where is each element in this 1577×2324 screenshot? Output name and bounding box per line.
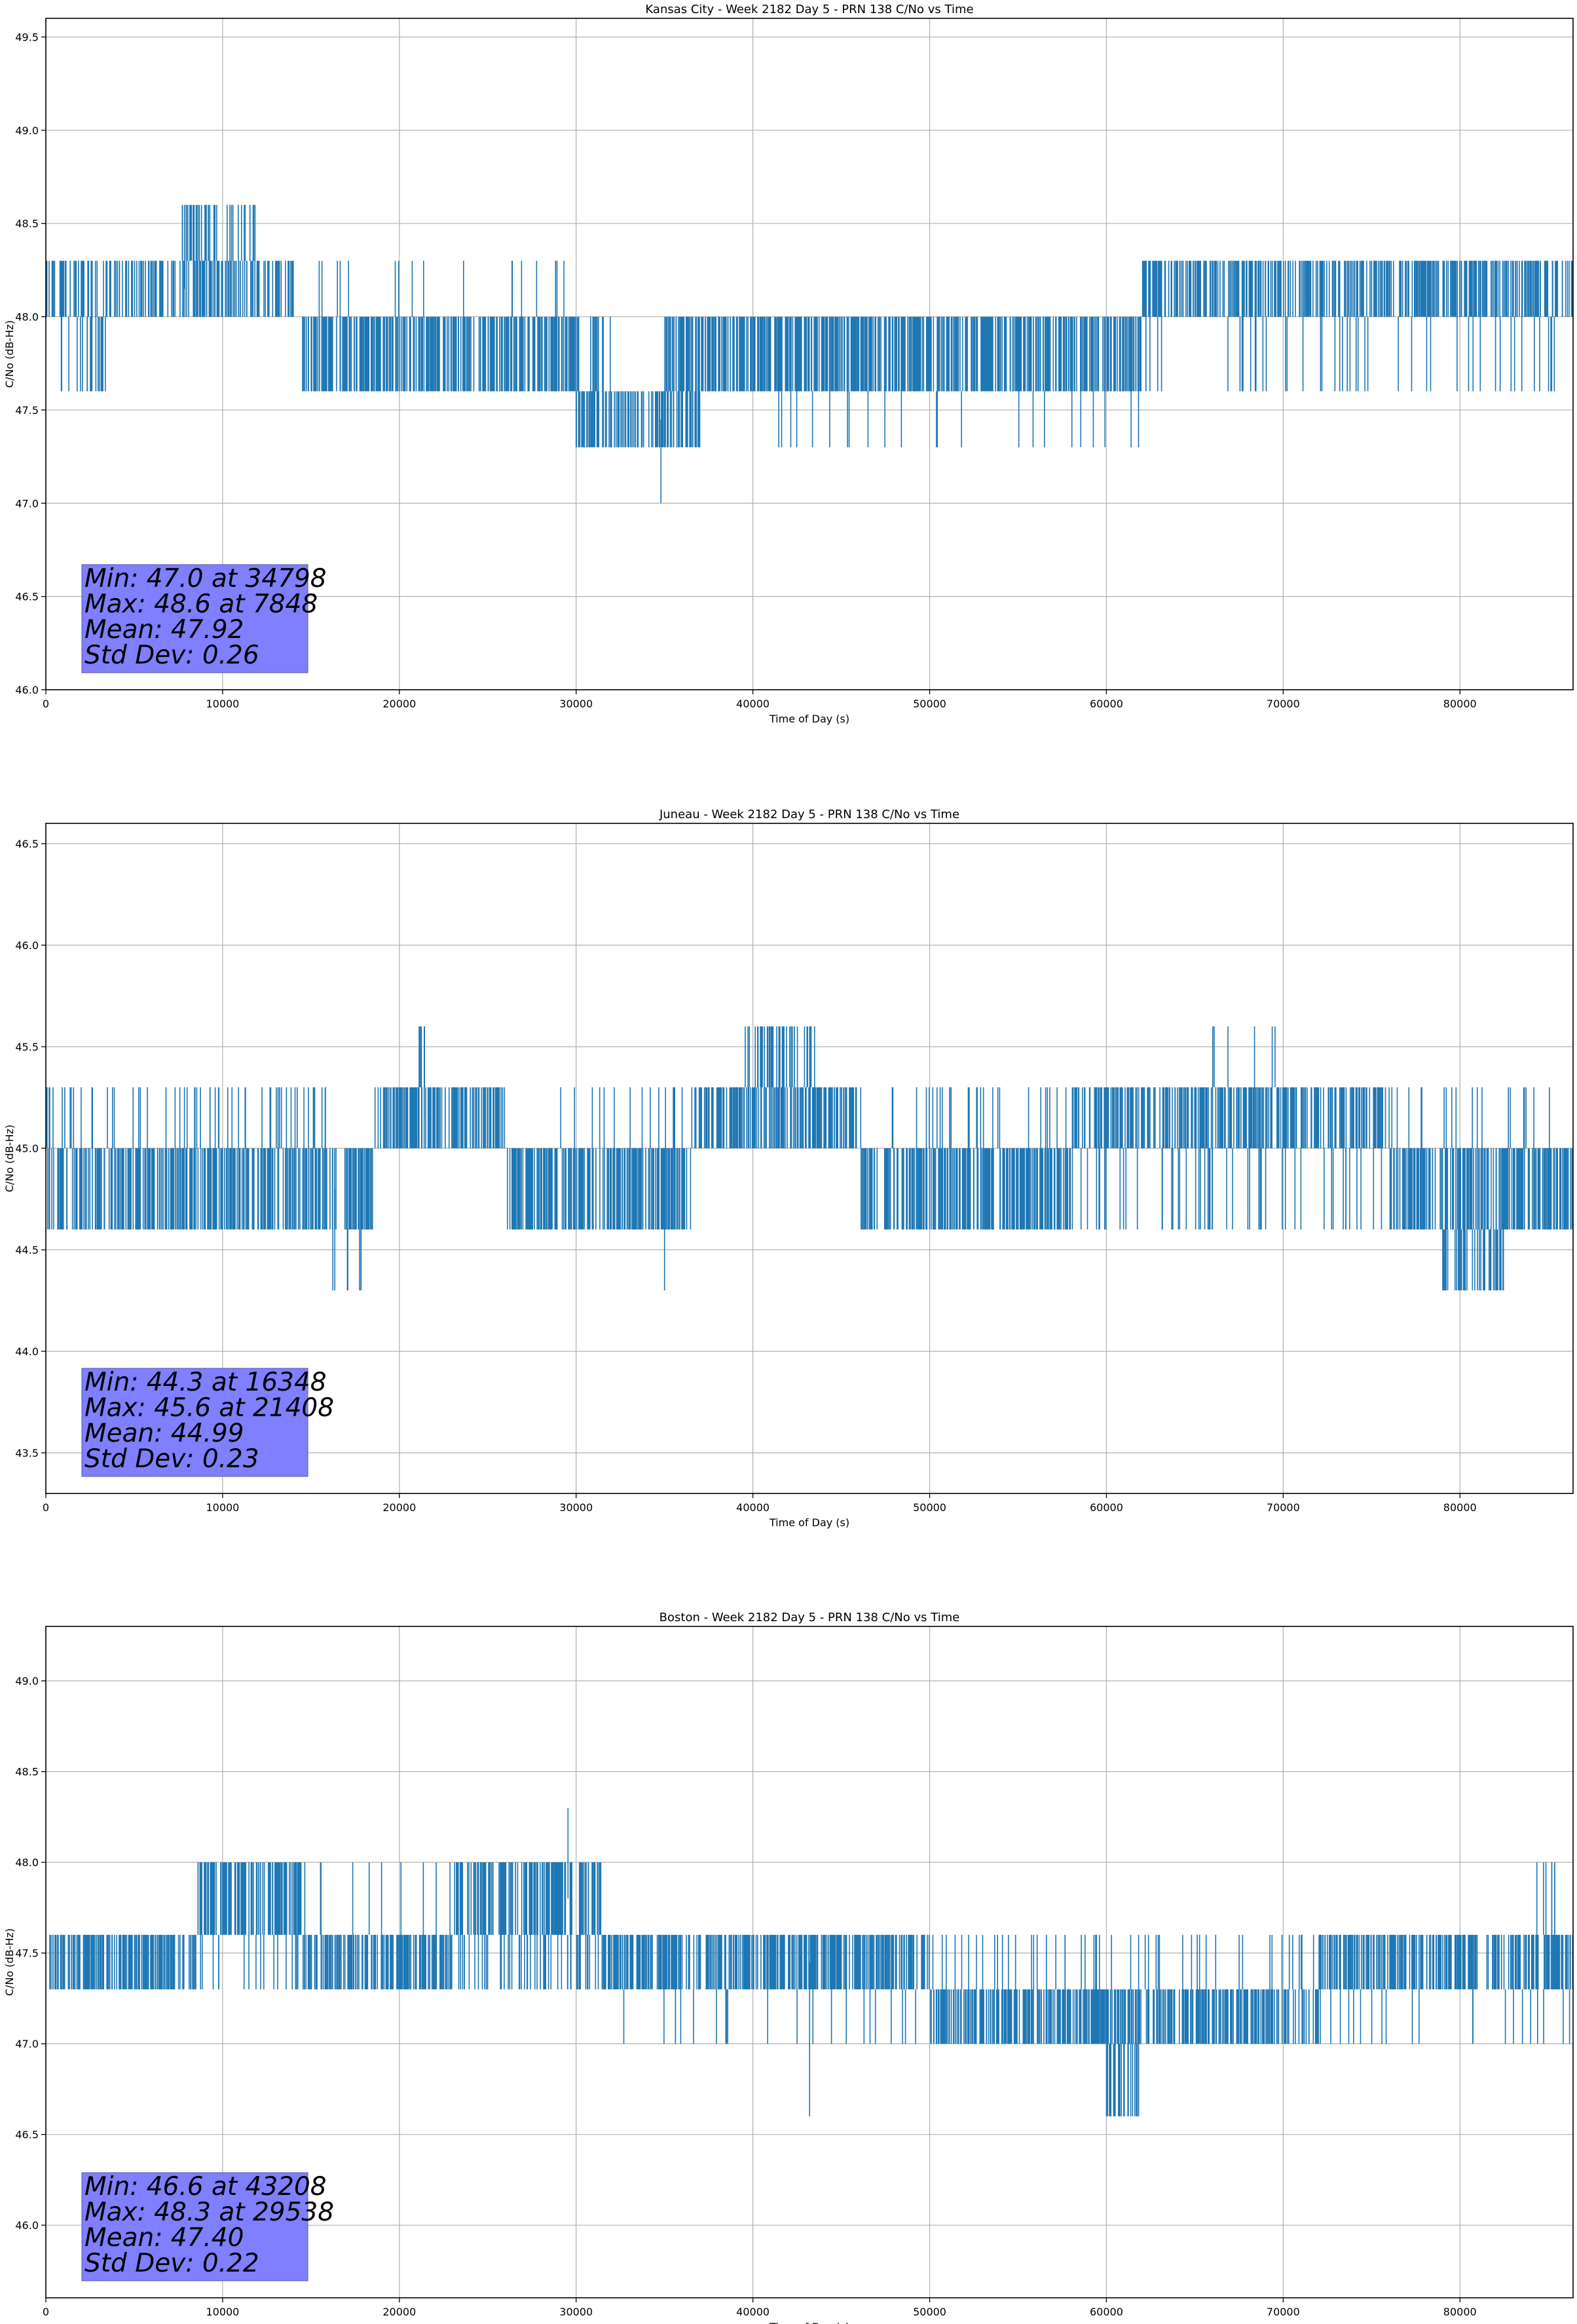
x-axis-label: Time of Day (s) bbox=[769, 1516, 849, 1529]
y-tick-label: 46.5 bbox=[15, 838, 39, 850]
y-tick-label: 49.5 bbox=[15, 31, 39, 43]
x-tick-label: 30000 bbox=[559, 698, 593, 710]
chart-title: Boston - Week 2182 Day 5 - PRN 138 C/No … bbox=[659, 1611, 960, 1624]
x-tick-label: 10000 bbox=[206, 2306, 239, 2318]
plot-frame bbox=[45, 823, 1574, 1494]
stats-max: Max: 48.6 at 7848 bbox=[84, 590, 318, 619]
x-tick-label: 60000 bbox=[1090, 698, 1123, 710]
stats-mean: Mean: 47.92 bbox=[84, 615, 244, 645]
chart-panel-1: 0 10000 20000 30000 40000 50000 60000 70000 8000… bbox=[3, 3, 1574, 725]
x-tick-label: 80000 bbox=[1443, 2306, 1477, 2318]
x-tick-label: 70000 bbox=[1267, 698, 1300, 710]
chart-panel-2: 0 10000 20000 30000 40000 50000 60000 70000 8000… bbox=[3, 808, 1574, 1529]
series-line bbox=[46, 1026, 1573, 1290]
y-tick-label: 43.5 bbox=[15, 1447, 39, 1459]
y-tick-label: 45.0 bbox=[15, 1142, 39, 1155]
x-tick-label: 0 bbox=[43, 698, 49, 710]
y-tick-label: 47.5 bbox=[15, 1947, 39, 1960]
x-tick-label: 40000 bbox=[736, 1501, 770, 1514]
x-tick-label: 70000 bbox=[1267, 1501, 1300, 1514]
y-tick-label: 48.0 bbox=[15, 1856, 39, 1869]
x-tick-label: 40000 bbox=[736, 2306, 770, 2318]
chart-title: Kansas City - Week 2182 Day 5 - PRN 138 … bbox=[645, 3, 973, 16]
x-axis-label: Time of Day (s) bbox=[769, 2321, 849, 2324]
x-tick-label: 80000 bbox=[1443, 698, 1477, 710]
series-line bbox=[49, 1808, 1573, 2116]
y-axis-label: C/No (dB-Hz) bbox=[3, 1928, 16, 1996]
y-tick-label: 46.0 bbox=[15, 2219, 39, 2232]
x-tick-label: 10000 bbox=[206, 1501, 239, 1514]
y-tick-label: 49.0 bbox=[15, 124, 39, 137]
stats-std: Std Dev: 0.22 bbox=[84, 2249, 259, 2278]
x-tick-label: 60000 bbox=[1090, 2306, 1123, 2318]
y-axis-label: C/No (dB-Hz) bbox=[3, 320, 16, 388]
y-tick-label: 47.0 bbox=[15, 497, 39, 510]
y-tick-label: 47.0 bbox=[15, 2038, 39, 2050]
stats-max: Max: 48.3 at 29538 bbox=[84, 2198, 334, 2227]
stats-mean: Mean: 44.99 bbox=[84, 1419, 244, 1448]
y-tick-label: 46.5 bbox=[15, 591, 39, 603]
x-tick-label: 80000 bbox=[1443, 1501, 1477, 1514]
x-tick-label: 50000 bbox=[913, 1501, 946, 1514]
stats-min: Min: 47.0 at 34798 bbox=[84, 564, 327, 593]
x-tick-label: 30000 bbox=[559, 1501, 593, 1514]
stats-box bbox=[81, 564, 308, 673]
y-tick-label: 48.0 bbox=[15, 311, 39, 324]
stats-box bbox=[81, 1368, 308, 1477]
y-tick-label: 48.5 bbox=[15, 217, 39, 230]
stats-min: Min: 46.6 at 43208 bbox=[84, 2172, 327, 2202]
stats-max: Max: 45.6 at 21408 bbox=[84, 1393, 334, 1423]
x-tick-label: 50000 bbox=[913, 2306, 946, 2318]
stats-mean: Mean: 47.40 bbox=[84, 2223, 244, 2253]
x-tick-label: 40000 bbox=[736, 698, 770, 710]
stats-min: Min: 44.3 at 16348 bbox=[84, 1368, 327, 1397]
stats-box bbox=[81, 2172, 308, 2281]
stats-std: Std Dev: 0.23 bbox=[84, 1444, 259, 1474]
y-axis-label: C/No (dB-Hz) bbox=[3, 1125, 16, 1192]
x-tick-label: 30000 bbox=[559, 2306, 593, 2318]
x-tick-label: 70000 bbox=[1267, 2306, 1300, 2318]
y-tick-label: 46.0 bbox=[15, 684, 39, 696]
x-tick-label: 10000 bbox=[206, 698, 239, 710]
stats-std: Std Dev: 0.26 bbox=[84, 641, 259, 670]
y-tick-label: 44.0 bbox=[15, 1345, 39, 1358]
plot-frame bbox=[45, 18, 1574, 690]
x-axis-label: Time of Day (s) bbox=[769, 713, 849, 725]
y-tick-label: 44.5 bbox=[15, 1244, 39, 1256]
y-tick-label: 46.0 bbox=[15, 939, 39, 952]
chart-panel-3: 0 10000 20000 30000 40000 50000 60000 70000 8000… bbox=[3, 1611, 1574, 2324]
x-tick-label: 0 bbox=[43, 2306, 49, 2318]
x-tick-label: 20000 bbox=[382, 2306, 416, 2318]
y-tick-label: 49.0 bbox=[15, 1675, 39, 1687]
y-tick-label: 46.5 bbox=[15, 2129, 39, 2141]
y-tick-label: 47.5 bbox=[15, 404, 39, 417]
x-tick-label: 0 bbox=[43, 1501, 49, 1514]
x-tick-label: 50000 bbox=[913, 698, 946, 710]
plot-frame bbox=[45, 1626, 1574, 2298]
series-line bbox=[46, 204, 1573, 504]
y-tick-label: 45.5 bbox=[15, 1041, 39, 1053]
x-tick-label: 20000 bbox=[382, 1501, 416, 1514]
x-tick-label: 60000 bbox=[1090, 1501, 1123, 1514]
chart-title: Juneau - Week 2182 Day 5 - PRN 138 C/No … bbox=[659, 808, 959, 821]
y-tick-label: 48.5 bbox=[15, 1766, 39, 1778]
x-tick-label: 20000 bbox=[382, 698, 416, 710]
